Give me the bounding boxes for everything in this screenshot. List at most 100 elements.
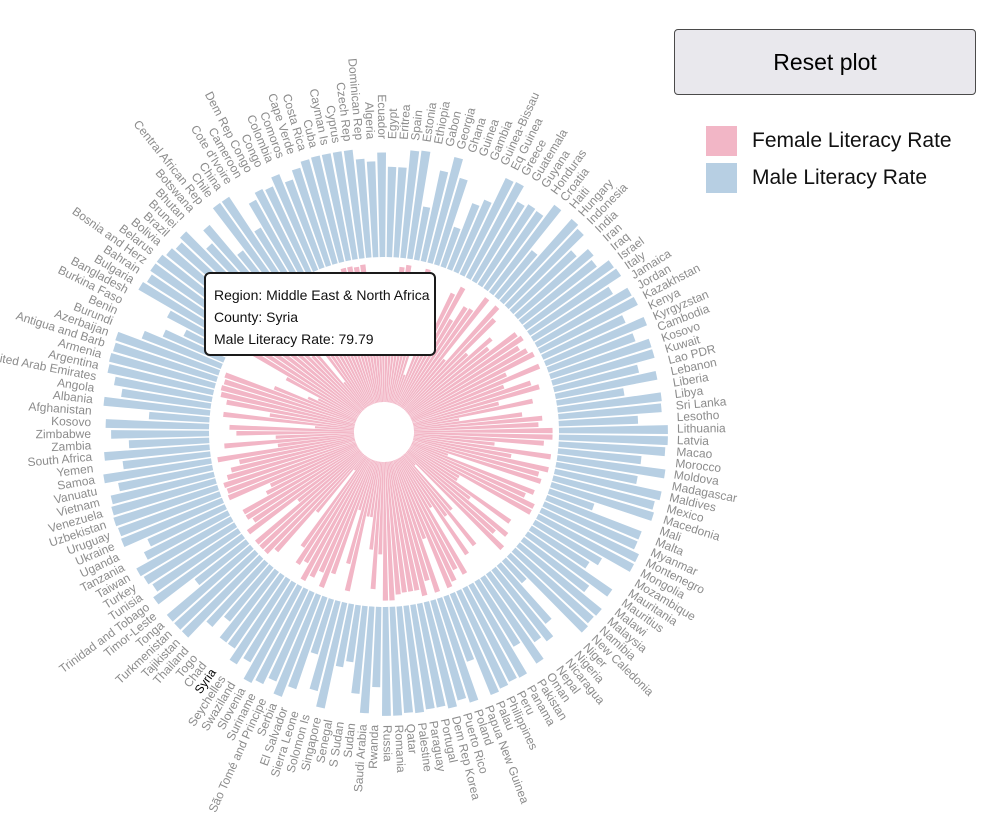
female-bar[interactable] [318, 459, 374, 588]
female-bar[interactable] [389, 461, 420, 591]
male-bar[interactable] [558, 403, 662, 420]
female-bar[interactable] [220, 391, 355, 426]
male-bar[interactable] [243, 580, 297, 663]
female-bar[interactable] [389, 355, 400, 403]
female-bar[interactable] [402, 455, 477, 547]
male-bar[interactable] [436, 597, 479, 703]
female-bar[interactable] [269, 413, 355, 428]
male-bar[interactable] [284, 179, 325, 270]
male-bar[interactable] [141, 330, 223, 369]
female-bar[interactable] [245, 447, 359, 520]
male-bar[interactable] [103, 458, 212, 484]
male-bar[interactable] [114, 376, 213, 403]
female-bar[interactable] [399, 318, 454, 407]
male-bar[interactable] [556, 388, 625, 406]
male-bar[interactable] [407, 150, 431, 260]
male-bar[interactable] [219, 568, 279, 643]
male-bar[interactable] [194, 539, 250, 586]
female-bar[interactable] [402, 358, 446, 410]
male-bar[interactable] [118, 464, 214, 492]
female-bar[interactable] [410, 446, 532, 515]
male-bar[interactable] [485, 571, 542, 643]
reset-plot-button[interactable]: Reset plot [674, 29, 976, 95]
male-bar[interactable] [499, 218, 579, 305]
male-bar[interactable] [544, 317, 647, 367]
female-bar[interactable] [275, 433, 355, 439]
male-bar[interactable] [465, 182, 524, 280]
female-bar[interactable] [405, 452, 505, 551]
male-bar[interactable] [243, 584, 303, 683]
female-bar[interactable] [239, 343, 359, 417]
female-bar[interactable] [395, 459, 453, 589]
male-bar[interactable] [148, 411, 210, 423]
male-bar[interactable] [459, 178, 514, 277]
male-bar[interactable] [558, 425, 668, 434]
male-bar[interactable] [555, 461, 638, 484]
female-bar[interactable] [397, 458, 458, 571]
female-bar[interactable] [382, 462, 389, 601]
male-bar[interactable] [541, 315, 626, 360]
male-bar[interactable] [332, 151, 358, 260]
female-bar[interactable] [402, 297, 490, 409]
male-bar[interactable] [462, 585, 517, 682]
female-bar[interactable] [248, 342, 360, 416]
female-bar[interactable] [255, 451, 362, 545]
female-bar[interactable] [412, 440, 542, 484]
female-bar[interactable] [395, 347, 423, 405]
female-bar[interactable] [285, 377, 358, 418]
female-bar[interactable] [393, 374, 406, 404]
female-bar[interactable] [411, 384, 505, 422]
male-bar[interactable] [545, 495, 642, 540]
female-bar[interactable] [405, 451, 496, 534]
female-bar[interactable] [409, 348, 528, 418]
female-bar[interactable] [252, 448, 360, 523]
male-bar[interactable] [366, 161, 379, 258]
female-bar[interactable] [413, 412, 523, 429]
male-bar[interactable] [393, 167, 407, 258]
female-bar[interactable] [331, 460, 375, 575]
female-bar[interactable] [226, 399, 355, 427]
male-bar[interactable] [229, 576, 291, 665]
male-bar[interactable] [181, 554, 264, 638]
male-bar[interactable] [143, 522, 238, 585]
male-bar[interactable] [504, 228, 584, 310]
male-bar[interactable] [351, 605, 368, 694]
female-bar[interactable] [265, 445, 358, 495]
female-bar[interactable] [315, 454, 366, 513]
male-bar[interactable] [271, 174, 319, 272]
male-bar[interactable] [121, 388, 212, 409]
female-bar[interactable] [410, 372, 507, 420]
female-bar[interactable] [314, 426, 355, 431]
male-bar[interactable] [449, 592, 499, 695]
male-bar[interactable] [372, 606, 382, 688]
male-bar[interactable] [520, 537, 590, 593]
female-bar[interactable] [413, 415, 543, 430]
male-bar[interactable] [107, 364, 215, 396]
male-bar[interactable] [288, 595, 328, 690]
female-bar[interactable] [370, 461, 383, 590]
female-bar[interactable] [393, 460, 440, 593]
male-bar[interactable] [549, 338, 652, 380]
male-bar[interactable] [509, 250, 577, 315]
female-bar[interactable] [404, 453, 416, 466]
female-bar[interactable] [406, 450, 509, 537]
male-bar[interactable] [430, 599, 467, 701]
female-bar[interactable] [410, 351, 535, 419]
male-bar[interactable] [115, 331, 221, 376]
male-bar[interactable] [311, 155, 345, 263]
male-bar[interactable] [343, 149, 365, 259]
male-bar[interactable] [511, 547, 594, 624]
female-bar[interactable] [223, 441, 356, 488]
male-bar[interactable] [224, 564, 274, 622]
male-bar[interactable] [105, 419, 210, 430]
female-bar[interactable] [229, 424, 354, 432]
female-bar[interactable] [297, 450, 361, 503]
male-bar[interactable] [206, 559, 269, 627]
female-bar[interactable] [401, 308, 474, 408]
male-bar[interactable] [396, 606, 414, 713]
female-bar[interactable] [346, 460, 377, 565]
male-bar[interactable] [553, 468, 662, 501]
male-bar[interactable] [147, 504, 227, 547]
male-bar[interactable] [111, 478, 217, 516]
male-bar[interactable] [166, 544, 254, 622]
